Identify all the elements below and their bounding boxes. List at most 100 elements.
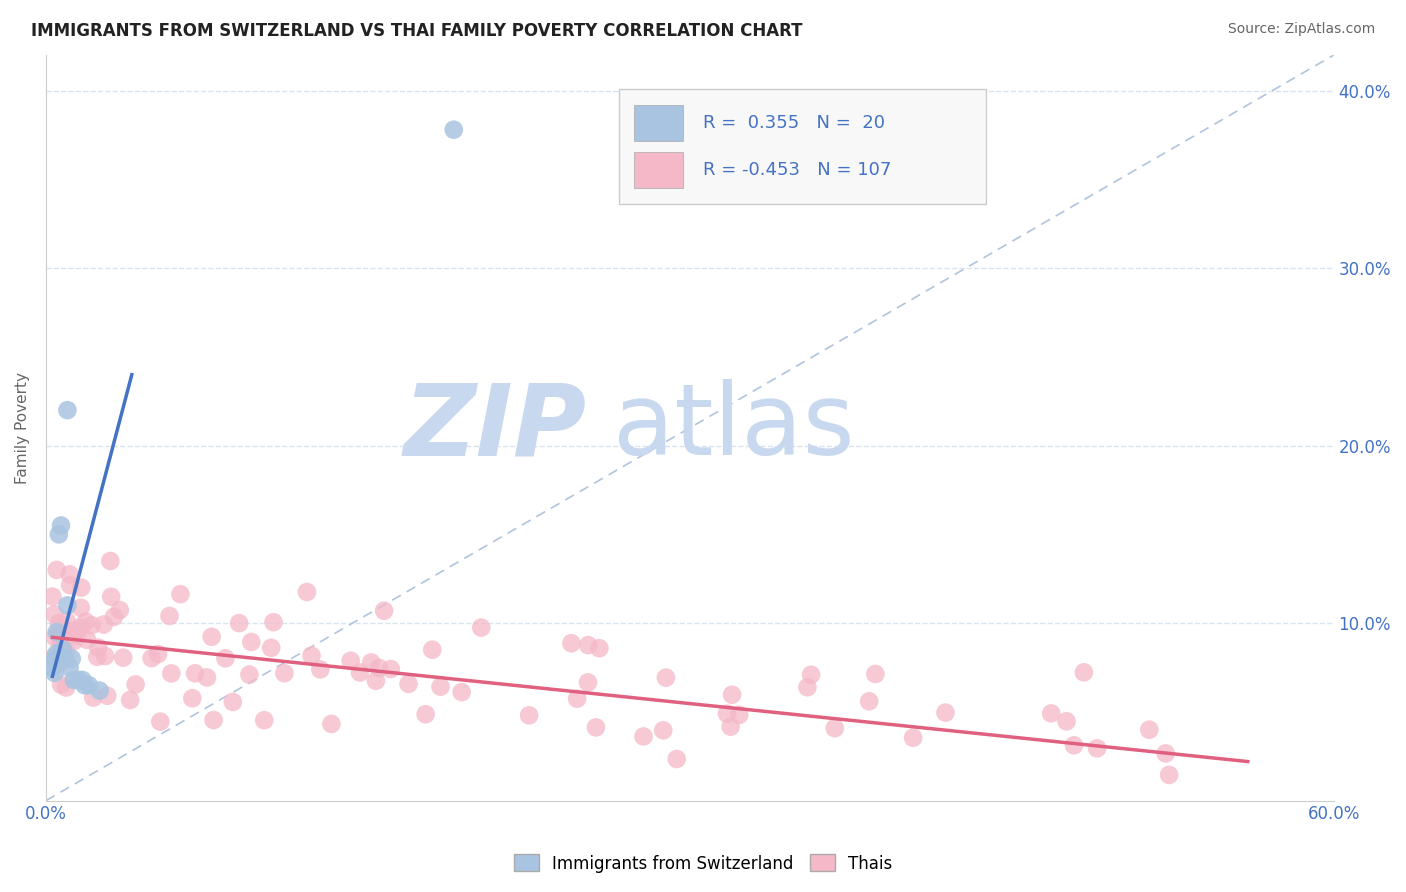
Point <box>53 651 76 665</box>
Point <box>415 707 437 722</box>
Point <box>222 695 245 709</box>
Point <box>60 651 83 665</box>
Point <box>470 621 492 635</box>
Point <box>52 625 75 640</box>
Point <box>576 675 599 690</box>
Point <box>89 683 111 698</box>
Point <box>934 706 956 720</box>
Point <box>800 667 823 681</box>
Point <box>1085 741 1108 756</box>
Point <box>63 673 86 687</box>
Point <box>184 666 207 681</box>
Point <box>49 678 72 692</box>
Point <box>160 666 183 681</box>
Point <box>824 721 846 735</box>
Point <box>98 554 121 568</box>
Point <box>48 626 70 640</box>
Point <box>87 640 110 655</box>
Point <box>108 603 131 617</box>
Text: Source: ZipAtlas.com: Source: ZipAtlas.com <box>1227 22 1375 37</box>
Text: atlas: atlas <box>613 379 855 476</box>
Point <box>124 677 146 691</box>
Point <box>76 632 98 647</box>
Point <box>48 616 70 631</box>
Point <box>55 681 77 695</box>
Point <box>450 685 472 699</box>
Point <box>253 713 276 727</box>
Point <box>1154 747 1177 761</box>
Point <box>201 630 224 644</box>
Point <box>103 610 125 624</box>
Point <box>73 678 96 692</box>
Bar <box>634 152 683 188</box>
Point <box>560 636 582 650</box>
Point <box>80 618 103 632</box>
Point <box>56 599 79 613</box>
Point <box>214 651 236 665</box>
Point <box>42 650 65 665</box>
Text: R = -0.453   N = 107: R = -0.453 N = 107 <box>703 161 891 179</box>
Point <box>240 635 263 649</box>
Point <box>86 649 108 664</box>
Point <box>576 638 599 652</box>
Point <box>45 646 67 660</box>
Point <box>901 731 924 745</box>
Point <box>93 617 115 632</box>
Point <box>368 661 391 675</box>
Point <box>146 647 169 661</box>
Point <box>195 670 218 684</box>
Point <box>44 631 66 645</box>
Point <box>796 680 818 694</box>
Point <box>70 581 93 595</box>
Point <box>112 650 135 665</box>
Point <box>41 590 63 604</box>
Point <box>1073 665 1095 680</box>
Point <box>52 642 75 657</box>
Y-axis label: Family Poverty: Family Poverty <box>15 372 30 483</box>
Point <box>41 660 63 674</box>
Point <box>260 640 283 655</box>
Point <box>295 585 318 599</box>
Point <box>588 641 610 656</box>
Point <box>44 665 66 680</box>
Point <box>49 631 72 645</box>
Point <box>67 673 90 687</box>
Point <box>398 677 420 691</box>
Point <box>238 667 260 681</box>
Point <box>360 656 382 670</box>
FancyBboxPatch shape <box>619 88 986 204</box>
Text: IMMIGRANTS FROM SWITZERLAND VS THAI FAMILY POVERTY CORRELATION CHART: IMMIGRANTS FROM SWITZERLAND VS THAI FAMI… <box>31 22 803 40</box>
Point <box>44 651 66 665</box>
Point <box>865 667 887 681</box>
Point <box>149 714 172 729</box>
Bar <box>634 105 683 141</box>
Text: R =  0.355   N =  20: R = 0.355 N = 20 <box>703 114 884 132</box>
Point <box>364 673 387 688</box>
Point <box>1159 768 1181 782</box>
Point <box>721 688 744 702</box>
Point <box>72 673 94 687</box>
Point <box>349 665 371 680</box>
Point <box>69 600 91 615</box>
Point <box>655 671 678 685</box>
Point <box>309 662 332 676</box>
Point <box>321 717 343 731</box>
Point <box>77 678 100 692</box>
Point <box>443 122 465 136</box>
Text: ZIP: ZIP <box>404 379 586 476</box>
Point <box>301 648 323 663</box>
Point <box>858 694 880 708</box>
Point <box>66 629 89 643</box>
Point <box>51 640 73 654</box>
Point <box>94 649 117 664</box>
Legend: Immigrants from Switzerland, Thais: Immigrants from Switzerland, Thais <box>506 847 900 880</box>
Point <box>49 657 72 671</box>
Point <box>44 607 66 622</box>
Point <box>141 651 163 665</box>
Point <box>49 518 72 533</box>
Point <box>633 730 655 744</box>
Point <box>565 691 588 706</box>
Point <box>728 707 751 722</box>
Point <box>228 616 250 631</box>
Point <box>62 624 84 638</box>
